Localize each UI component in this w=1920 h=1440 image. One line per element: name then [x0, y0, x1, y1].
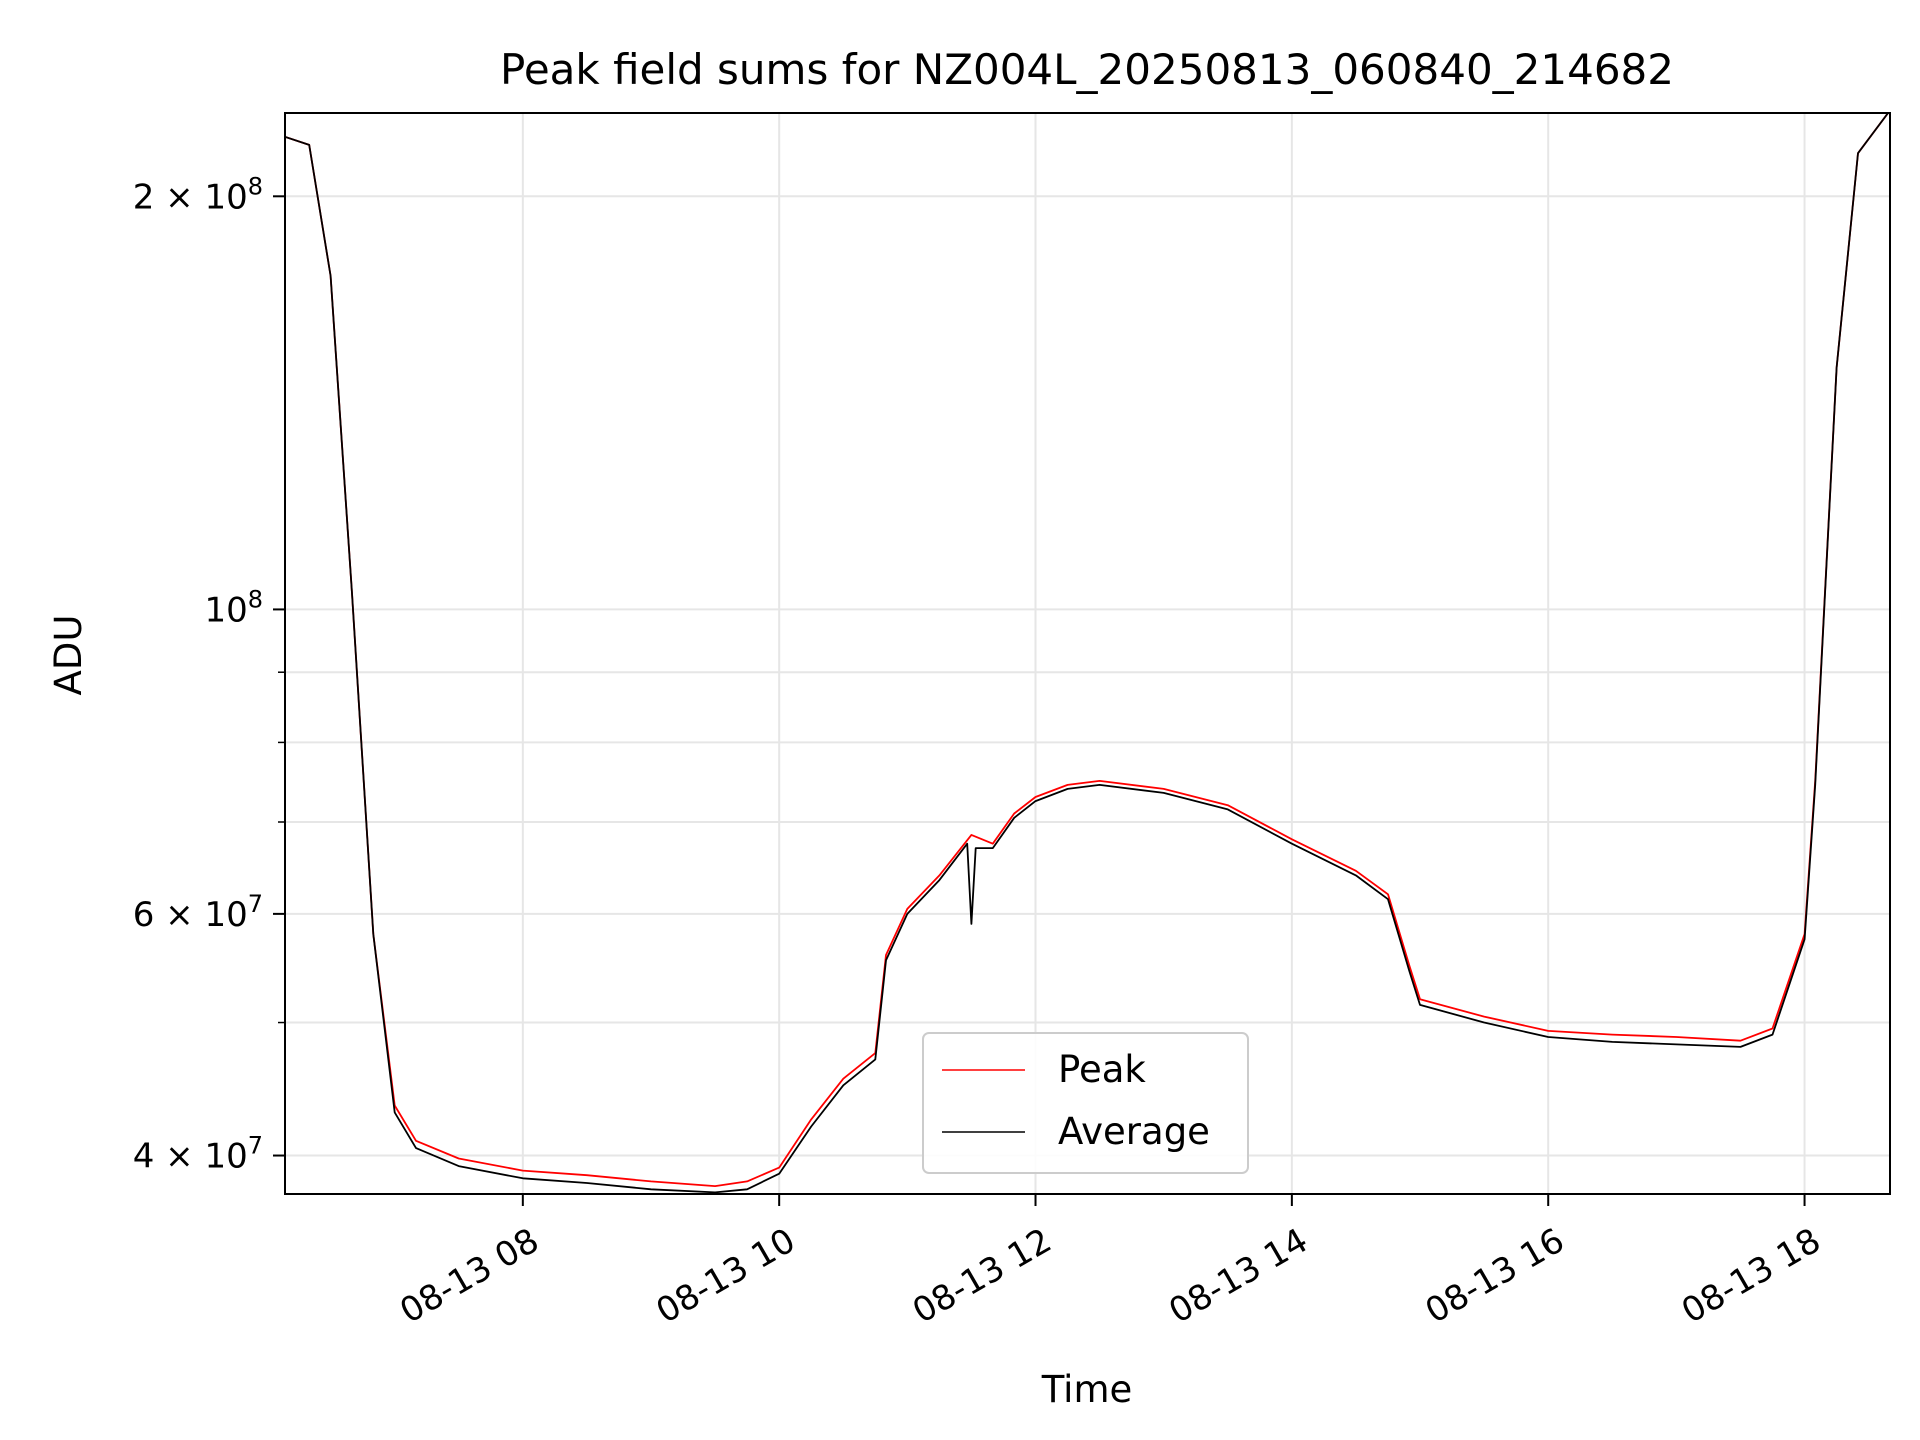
y-tick-label: 4 × 107 — [133, 1132, 263, 1177]
series-line-average — [285, 113, 1890, 1194]
y-tick-label: 108 — [204, 585, 263, 630]
y-axis: 4 × 107 6 × 107 108 2 × 108 — [133, 172, 285, 1177]
series-layer — [285, 113, 1890, 1194]
grid — [285, 113, 1890, 1194]
chart-title: Peak field sums for NZ004L_20250813_0608… — [500, 45, 1674, 94]
y-tick-label: 6 × 107 — [133, 890, 263, 935]
legend-label-average: Average — [1058, 1110, 1210, 1153]
plot-frame — [284, 112, 1891, 1195]
legend: Peak Average — [922, 1032, 1249, 1174]
y-axis-label: ADU — [47, 615, 90, 696]
y-tick-label: 2 × 108 — [133, 172, 263, 217]
legend-box — [922, 1032, 1249, 1174]
series-line-peak — [285, 113, 1890, 1187]
legend-label-peak: Peak — [1058, 1048, 1146, 1091]
x-axis-label: Time — [1041, 1368, 1133, 1411]
